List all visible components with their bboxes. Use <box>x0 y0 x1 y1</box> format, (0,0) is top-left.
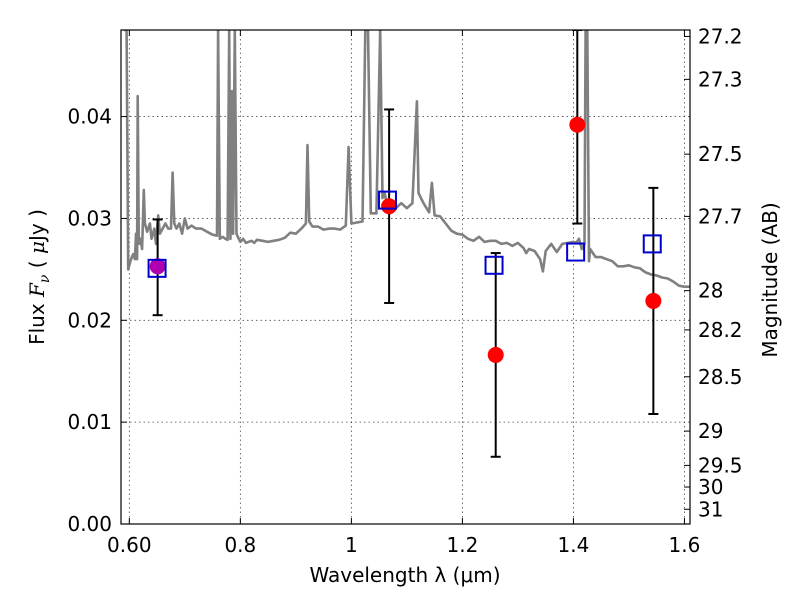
model-point <box>377 190 397 210</box>
mag-tick-label: 28 <box>698 279 723 303</box>
observed-point <box>381 198 398 215</box>
y-tick-label: 0.01 <box>67 410 112 434</box>
observed-layer <box>149 116 662 363</box>
y-tick-label: 0.03 <box>67 206 112 230</box>
y-tick-label: 0.00 <box>67 512 112 536</box>
spectrum-line <box>123 30 690 288</box>
mag-tick-label: 27.7 <box>698 204 743 228</box>
observed-point <box>149 258 166 275</box>
grid-layer <box>121 30 690 525</box>
observed-point <box>645 292 662 309</box>
observed-point <box>569 116 586 133</box>
observed-point <box>487 346 504 363</box>
model-point <box>642 234 662 254</box>
model-point <box>147 258 167 278</box>
mag-tick-label: 30 <box>698 475 723 499</box>
y2-axis-label: Magnitude (AB) <box>758 202 782 357</box>
mag-tick-label: 28.2 <box>698 318 743 342</box>
model-point <box>566 242 586 262</box>
x-tick-label: 1.4 <box>558 533 590 557</box>
mag-tick-label: 27.3 <box>698 67 743 91</box>
x-tick-label: 1.2 <box>446 533 478 557</box>
x-tick-label: 0.8 <box>224 533 256 557</box>
y-axis-label: Flux Fν ( μJy ) <box>25 209 53 345</box>
mag-tick-label: 29.5 <box>698 453 743 477</box>
y-tick-label: 0.02 <box>67 308 112 332</box>
model-layer <box>147 190 662 278</box>
plot-frame <box>120 29 691 525</box>
x-tick-label: 0.60 <box>107 533 152 557</box>
plot-area <box>123 30 690 458</box>
y-tick-label: 0.04 <box>67 105 112 129</box>
y-axis: 0.00 0.01 0.02 0.03 0.04 <box>67 105 127 536</box>
x-tick-label: 1.6 <box>669 533 701 557</box>
x-axis: 0.60 0.8 1 1.2 1.4 1.6 <box>107 30 700 557</box>
mag-tick-label: 31 <box>698 497 723 521</box>
mag-tick-label: 28.5 <box>698 365 743 389</box>
mag-tick-label: 27.5 <box>698 142 743 166</box>
spectrum-layer <box>123 30 690 288</box>
mag-tick-label: 27.2 <box>698 24 743 48</box>
model-point <box>484 255 504 275</box>
mag-tick-label: 29 <box>698 419 723 443</box>
x-tick-label: 1 <box>345 533 358 557</box>
x-axis-label: Wavelength λ (μm) <box>309 563 500 587</box>
